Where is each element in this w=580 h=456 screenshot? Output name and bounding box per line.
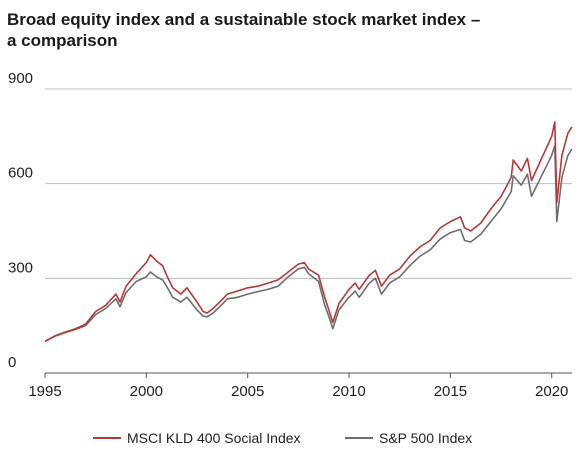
legend: MSCI KLD 400 Social Index S&P 500 Index [93, 430, 472, 446]
x-tick-label: 2020 [535, 383, 568, 400]
msci-kld-series-line [44, 121, 573, 343]
chart-title-line-2: a comparison [7, 31, 118, 50]
legend-item-sp500-label: S&P 500 Index [379, 430, 472, 446]
x-axis-ticks: 1995 2000 2005 2010 2015 2020 [28, 373, 568, 400]
x-tick-label: 2010 [332, 383, 365, 400]
gridlines [45, 88, 572, 374]
chart-title-line-1: Broad equity index and a sustainable sto… [7, 10, 481, 29]
sp500-series-line [44, 145, 573, 343]
y-tick-label: 0 [8, 354, 16, 371]
y-tick-label: 300 [8, 259, 33, 276]
y-tick-label: 900 [8, 70, 33, 87]
y-axis-ticks: 0 300 600 900 [8, 70, 33, 371]
legend-item-msci-label: MSCI KLD 400 Social Index [127, 430, 301, 446]
chart-title: Broad equity index and a sustainable sto… [7, 9, 567, 51]
series-layer [44, 121, 573, 343]
x-tick-label: 1995 [28, 383, 61, 400]
x-tick-label: 2005 [231, 383, 264, 400]
x-tick-label: 2015 [434, 383, 467, 400]
x-tick-label: 2000 [130, 383, 163, 400]
y-tick-label: 600 [8, 165, 33, 182]
